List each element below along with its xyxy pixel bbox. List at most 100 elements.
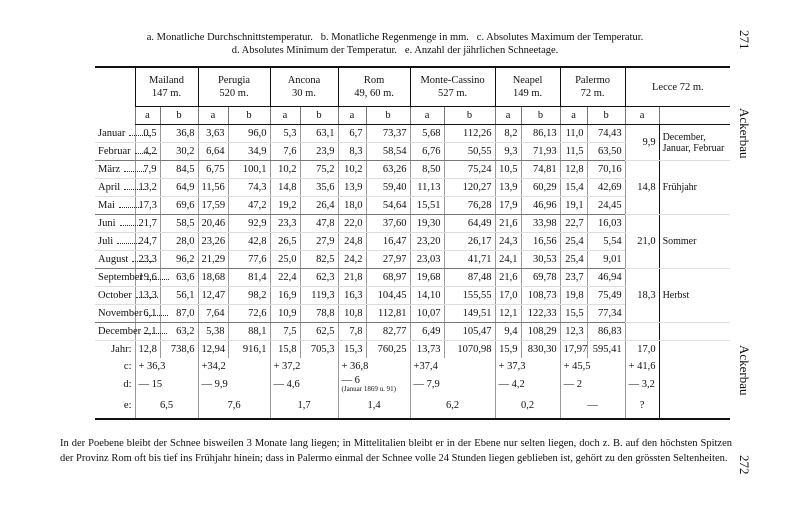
cell-value: 17,59 xyxy=(197,196,228,215)
sub-header: b xyxy=(159,106,198,125)
month-name: October xyxy=(98,290,132,301)
summary-value: — 4,6 xyxy=(269,375,339,393)
cell-value: 50,55 xyxy=(443,142,496,161)
cell-value: 47,2 xyxy=(227,196,271,215)
month-row: September 19,6 63,6 18,68 81,4 22,4 62,3 21,8 68… xyxy=(95,268,731,323)
sub-header: b xyxy=(227,106,271,125)
cell-value: 87,0 xyxy=(159,304,198,323)
leader xyxy=(146,279,169,280)
summary-value: ? xyxy=(624,393,660,419)
cell-value: 81,4 xyxy=(227,268,271,287)
station-header: Neapel 149 m. xyxy=(494,67,561,107)
cell-value: 6,1 xyxy=(134,304,160,323)
station-header: Monte-Cassino 527 m. xyxy=(409,67,496,107)
value: 6,5 xyxy=(159,400,174,411)
season-label xyxy=(658,322,731,341)
month-label: Juni xyxy=(95,214,142,233)
value: — 6 xyxy=(341,375,360,386)
cell-value: 23,3 xyxy=(134,250,160,269)
cell-value: 70,16 xyxy=(586,160,626,179)
cell-value: 7,5 xyxy=(269,322,301,341)
year-value: 760,25 xyxy=(365,340,411,358)
cell-value: 5,38 xyxy=(197,322,228,341)
cell-value: 10,2 xyxy=(337,160,367,179)
summary-value: — 15 xyxy=(134,375,198,393)
station-header: Rom 49, 60 m. xyxy=(337,67,411,107)
year-value: 12,94 xyxy=(197,340,228,358)
cell-value: 10,5 xyxy=(494,160,522,179)
cell-value: 24,45 xyxy=(586,196,626,215)
cell-value: 77,34 xyxy=(586,304,626,323)
station-altitude: 147 m. xyxy=(151,88,182,99)
cell-value: 60,29 xyxy=(520,178,561,197)
cell-value: 6,49 xyxy=(409,322,445,341)
cell-value: 86,13 xyxy=(520,124,561,143)
cell-value: 64,49 xyxy=(443,214,496,233)
year-value: 15,8 xyxy=(269,340,301,358)
cell-value: 74,3 xyxy=(227,178,271,197)
sub-header: a xyxy=(269,106,301,125)
station-name: Ancona xyxy=(287,75,321,86)
month-name: April xyxy=(98,182,121,193)
cell-value: 14,10 xyxy=(409,286,445,305)
sub-header: a xyxy=(494,106,522,125)
cell-value: 30,2 xyxy=(159,142,198,161)
summary-value: + 37,2 xyxy=(269,358,339,375)
row-label: c: xyxy=(123,361,132,372)
leader xyxy=(124,189,147,190)
month-row: Juli 24,7 28,0 23,26 42,8 26,5 27,9 24,8 16,47 23… xyxy=(95,232,730,251)
cell-value: 33,98 xyxy=(520,214,561,233)
cell-value: 72,6 xyxy=(227,304,271,323)
sub-header: b xyxy=(299,106,339,125)
station-name: Monte-Cassino xyxy=(420,75,485,86)
cell-value: 63,1 xyxy=(299,124,339,143)
station-name: Neapel xyxy=(512,75,543,86)
year-row: Jahr: 12,8 738,6 12,94 916,1 15,8 705,3 15,3 760… xyxy=(95,340,731,358)
summary-row: c: + 36,3 +34,2 + 37,2 + 36,8 +37,4 + 37,3 + 45… xyxy=(95,358,731,375)
value: + 41,6 xyxy=(628,361,656,372)
cell-value: 30,53 xyxy=(520,250,561,269)
summary-value: 1,7 xyxy=(269,393,339,419)
cell-value: 46,94 xyxy=(586,268,626,287)
month-label: Mai xyxy=(95,196,141,215)
cell-value: 13,9 xyxy=(337,178,367,197)
summary-value: — 4,2 xyxy=(494,375,561,393)
cell-value: 6,7 xyxy=(337,124,367,143)
cell-value: 82,77 xyxy=(365,322,411,341)
cell-value: 108,73 xyxy=(520,286,561,305)
cell-value: 54,64 xyxy=(365,196,411,215)
month-name: März xyxy=(98,164,121,175)
page-number: 272 xyxy=(737,455,752,475)
cell-value: 7,6 xyxy=(269,142,301,161)
blank xyxy=(658,375,731,393)
value: — 15 xyxy=(138,378,163,390)
cell-value: 120,27 xyxy=(443,178,496,197)
value: 1,4 xyxy=(367,400,381,411)
cell-value: 4,2 xyxy=(134,142,160,161)
cell-value: 104,45 xyxy=(365,286,411,305)
value: + 36,3 xyxy=(138,361,166,372)
cell-value: 21,8 xyxy=(337,268,367,287)
station-header: Palermo 72 m. xyxy=(559,67,626,107)
cell-value: 75,49 xyxy=(586,286,626,305)
month-row: Februar 4,2 30,2 6,64 34,9 7,6 23,9 8,3 58,54 6,7… xyxy=(95,142,730,161)
leader xyxy=(146,315,169,316)
cell-value: 25,0 xyxy=(269,250,301,269)
month-row: April 13,2 64,9 11,56 74,3 14,8 35,6 13,9 59,40 1… xyxy=(95,178,730,197)
month-row: November 6,1 87,0 7,64 72,6 10,9 78,8 10,8 112,8… xyxy=(95,304,730,323)
year-value: 17,0 xyxy=(624,340,660,358)
cell-value: 84,5 xyxy=(159,160,198,179)
cell-value: 59,40 xyxy=(365,178,411,197)
station-name: Palermo xyxy=(575,75,611,86)
cell-value: 13,3 xyxy=(134,286,160,305)
cell-value: 7,8 xyxy=(337,322,367,341)
year-value: 17,97 xyxy=(559,340,587,358)
leader xyxy=(117,243,140,244)
summary-value: + 36,8 xyxy=(337,358,411,375)
cell-value: 19,6 xyxy=(134,268,160,287)
cell-value: 96,0 xyxy=(227,124,271,143)
value: +37,4 xyxy=(413,361,438,372)
month-label: October xyxy=(95,286,158,305)
cell-value: 12,8 xyxy=(559,160,588,179)
